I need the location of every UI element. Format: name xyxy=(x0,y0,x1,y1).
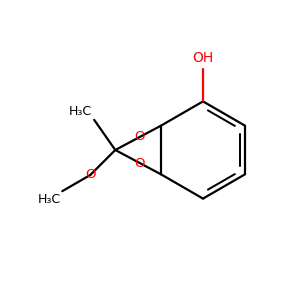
Text: O: O xyxy=(134,157,145,170)
Text: H₃C: H₃C xyxy=(69,105,92,118)
Text: O: O xyxy=(85,168,96,181)
Text: OH: OH xyxy=(192,52,214,65)
Text: O: O xyxy=(134,130,145,143)
Text: H₃C: H₃C xyxy=(38,193,61,206)
